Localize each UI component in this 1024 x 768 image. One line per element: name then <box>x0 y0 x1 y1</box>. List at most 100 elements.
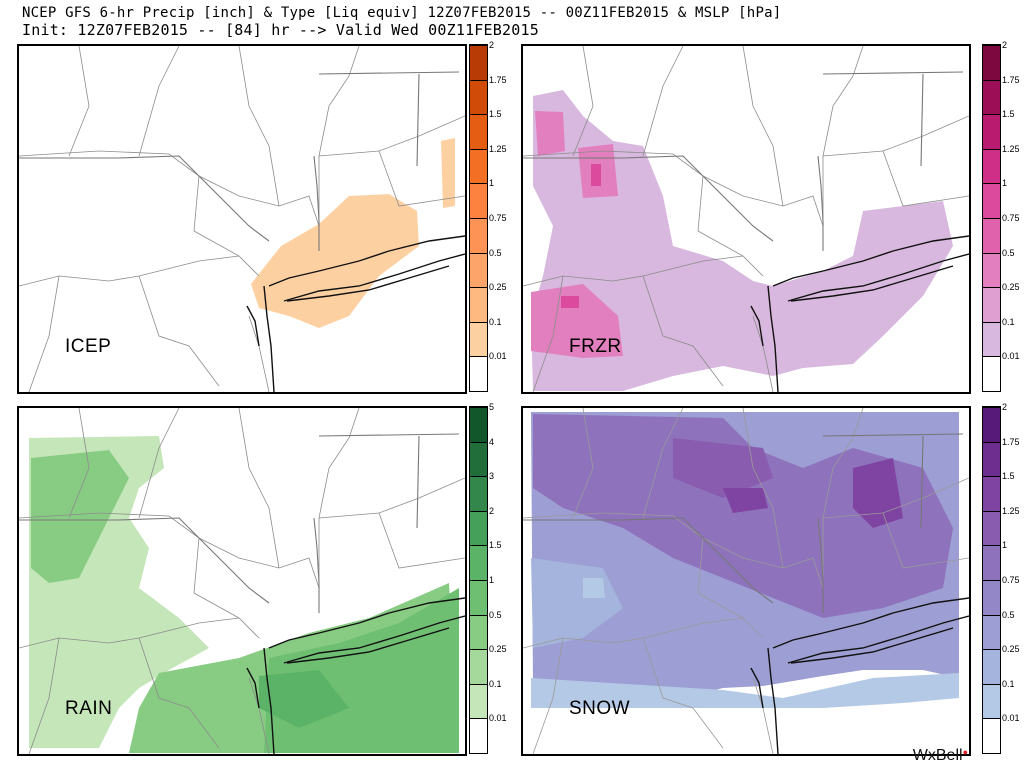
colorbar-segment <box>470 321 487 357</box>
colorbar-segment <box>983 718 1000 753</box>
colorbar-tick-label: 0.1 <box>489 678 502 689</box>
county-boundary <box>882 512 969 569</box>
colorbar-tick-label: 0.01 <box>1002 351 1020 362</box>
colorbar-segment <box>983 356 1000 391</box>
colorbar-tick-label: 2 <box>489 40 495 50</box>
precip-area <box>533 414 953 618</box>
colorbar-tick-label: 0.5 <box>1002 609 1015 620</box>
coastline <box>767 647 779 754</box>
county-boundary <box>697 175 764 277</box>
panel-label: RAIN <box>65 698 113 719</box>
colorbar-tick-label: 1.5 <box>1002 471 1015 482</box>
wxbell-logo: WxBell● <box>912 747 968 764</box>
colorbar-segment <box>470 580 487 615</box>
state-boundary <box>313 155 320 251</box>
colorbar-segment <box>983 441 1000 477</box>
colorbar-snow <box>982 406 1001 754</box>
colorbar-tick-label: 0.75 <box>1002 575 1020 585</box>
county-boundary <box>28 275 60 392</box>
colorbar-tick-label: 1.5 <box>1002 109 1015 120</box>
coastline <box>772 235 969 287</box>
county-boundary <box>138 46 180 157</box>
county-boundary <box>882 150 969 207</box>
colorbar-segment <box>983 287 1000 322</box>
county-boundary <box>68 46 90 157</box>
state-boundary <box>523 155 774 242</box>
colorbar-tick-label: 1 <box>489 575 495 585</box>
panel-label: SNOW <box>569 698 631 719</box>
coastline <box>286 627 450 664</box>
colorbar-tick-label: 1.25 <box>1002 143 1020 154</box>
coastline <box>268 597 465 649</box>
coastline <box>246 667 260 709</box>
county-boundary <box>28 637 60 754</box>
precip-area <box>31 450 129 583</box>
county-boundary <box>822 115 969 157</box>
county-boundary <box>642 637 724 749</box>
colorbar-segment <box>470 649 487 684</box>
county-boundary <box>193 175 260 277</box>
colorbar-tick-label: 5 <box>489 402 495 412</box>
chart-title-line2: Init: 12Z07FEB2015 -- [84] hr --> Valid … <box>22 21 539 39</box>
state-boundary <box>318 71 460 75</box>
colorbar-segment <box>470 510 487 546</box>
county-boundary <box>193 537 260 639</box>
colorbar-segment <box>470 441 487 477</box>
map-panel-rain: RAIN <box>17 406 467 756</box>
colorbar-segment <box>470 407 487 442</box>
county-boundary <box>742 408 784 569</box>
county-boundary <box>68 408 90 519</box>
colorbar-segment <box>470 114 487 149</box>
county-boundary <box>19 150 320 227</box>
colorbar-tick-label: 1.75 <box>1002 436 1020 447</box>
county-boundary <box>138 275 220 387</box>
colorbar-segment <box>470 45 487 80</box>
precip-area <box>583 578 605 598</box>
county-boundary <box>19 617 240 649</box>
coastline <box>263 285 275 392</box>
colorbar-segment <box>983 649 1000 684</box>
colorbar-tick-label: 2 <box>1002 40 1008 50</box>
precip-area <box>531 284 623 358</box>
state-boundary <box>318 433 460 437</box>
coastline <box>263 647 275 754</box>
colorbar-segment <box>983 580 1000 615</box>
precip-area <box>531 673 959 708</box>
precip-area <box>561 296 579 308</box>
colorbar-segment <box>470 218 487 253</box>
county-boundary <box>642 275 724 387</box>
colorbar-segment <box>470 252 487 288</box>
colorbar-tick-label: 1 <box>1002 178 1008 189</box>
colorbar-tick-label: 1.75 <box>1002 74 1020 85</box>
colorbar-segment <box>470 183 487 218</box>
map-frzr <box>523 46 969 392</box>
precip-area <box>251 194 419 328</box>
colorbar-tick-label: 0.5 <box>489 247 502 258</box>
county-boundary <box>642 408 684 519</box>
state-boundary <box>822 71 964 75</box>
colorbar-tick-label: 0.25 <box>1002 644 1020 655</box>
state-boundary <box>19 155 270 242</box>
colorbar-segment <box>983 407 1000 442</box>
county-boundary <box>238 408 280 569</box>
county-boundary <box>318 477 465 519</box>
coastline <box>790 265 954 302</box>
county-boundary <box>19 255 240 287</box>
precip-area <box>535 111 565 156</box>
county-boundary <box>378 150 465 207</box>
colorbar-tick-label: 0.01 <box>489 351 507 362</box>
precip-area <box>591 164 601 186</box>
state-boundary <box>817 155 824 251</box>
colorbar-segment <box>983 114 1000 149</box>
colorbar-icep <box>469 44 488 392</box>
colorbar-segment <box>470 148 487 184</box>
precip-area <box>441 138 455 208</box>
colorbar-segment <box>983 218 1000 253</box>
colorbar-segment <box>470 79 487 115</box>
colorbar-segment <box>983 683 1000 719</box>
precip-area <box>259 670 349 728</box>
colorbar-tick-label: 0.75 <box>489 213 507 223</box>
colorbar-tick-label: 0.25 <box>489 282 507 293</box>
state-boundary <box>920 435 924 529</box>
coastline <box>767 285 779 392</box>
